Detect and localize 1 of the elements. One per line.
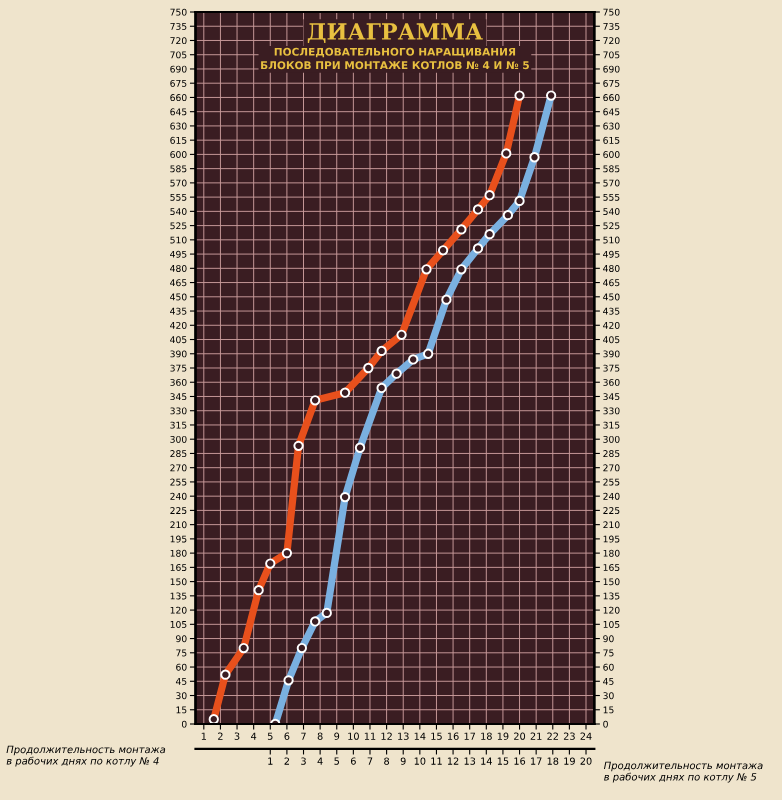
chart-title: ДИАГРАММА [307, 23, 483, 44]
